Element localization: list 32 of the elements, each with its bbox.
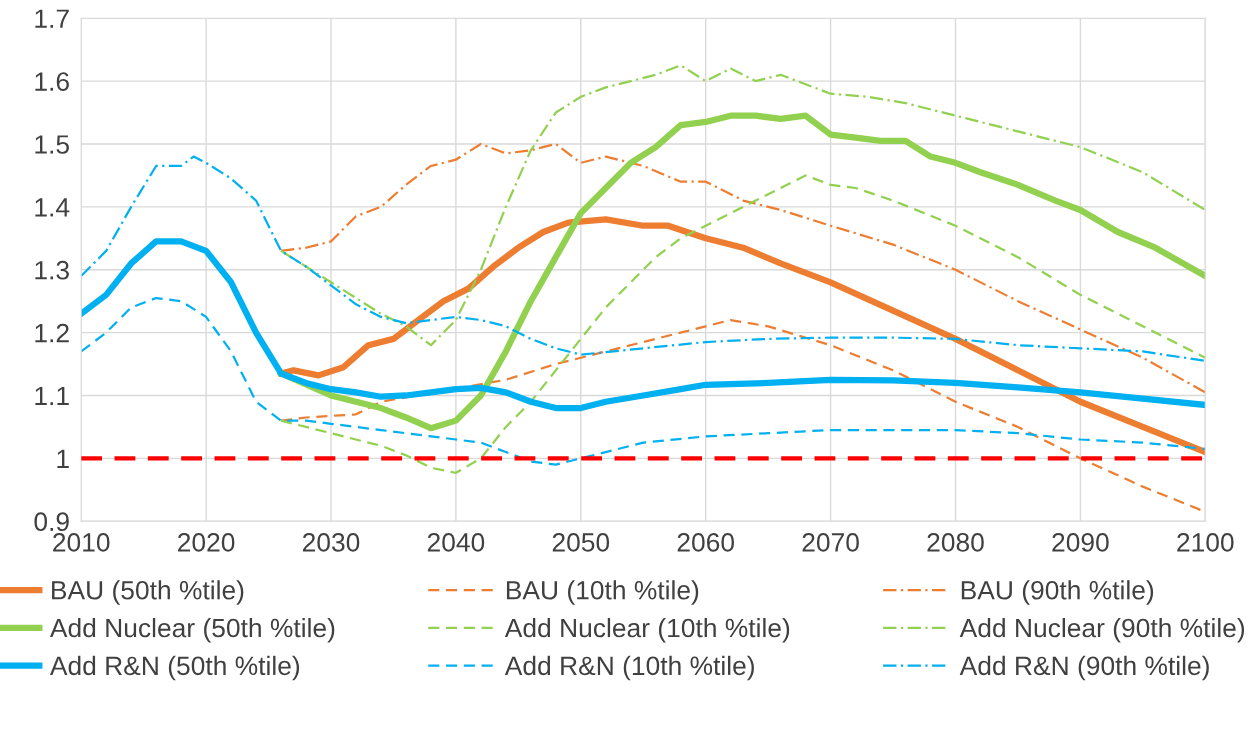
y-tick-label: 1.4 <box>35 198 70 217</box>
x-tick-label: 2040 <box>427 533 485 552</box>
line-series <box>81 155 1206 363</box>
y-tick-label: 1.3 <box>35 260 69 280</box>
legend-label: Add Nuclear (50th %tile) <box>49 617 335 643</box>
legend-label: BAU (10th %tile) <box>506 580 699 605</box>
y-tick-label: 1 <box>57 449 69 468</box>
y-tick-label: 1.1 <box>35 386 69 406</box>
x-tick-label: 2070 <box>802 533 859 552</box>
x-tick-label: 2050 <box>552 533 610 552</box>
y-tick-label: 0.9 <box>34 512 69 532</box>
x-tick-label: 2080 <box>927 533 984 552</box>
legend-label: Add R&N (90th %tile) <box>959 655 1209 681</box>
legend-label: Add R&N (50th %tile) <box>49 655 300 681</box>
line-series <box>279 64 1206 347</box>
x-tick-label: 2020 <box>178 533 235 552</box>
line-series <box>81 296 1206 466</box>
y-tick-label: 1.2 <box>35 323 69 343</box>
x-tick-label: 2090 <box>1052 533 1109 552</box>
legend-label: BAU (90th %tile) <box>961 580 1154 605</box>
y-tick-label: 1.6 <box>35 72 69 91</box>
line-series <box>279 174 1206 474</box>
legend-label: Add Nuclear (10th %tile) <box>504 617 790 643</box>
legend-label: Add Nuclear (90th %tile) <box>959 617 1245 643</box>
x-tick-label: 2060 <box>677 533 735 552</box>
x-tick-label: 2030 <box>302 533 360 552</box>
legend-label: Add R&N (10th %tile) <box>504 655 754 681</box>
y-tick-label: 1.7 <box>35 9 69 28</box>
x-tick-label: 2100 <box>1177 533 1234 552</box>
x-tick-label: 2010 <box>53 533 110 552</box>
legend-label: BAU (50th %tile) <box>52 580 244 605</box>
y-tick-label: 1.5 <box>35 135 69 154</box>
